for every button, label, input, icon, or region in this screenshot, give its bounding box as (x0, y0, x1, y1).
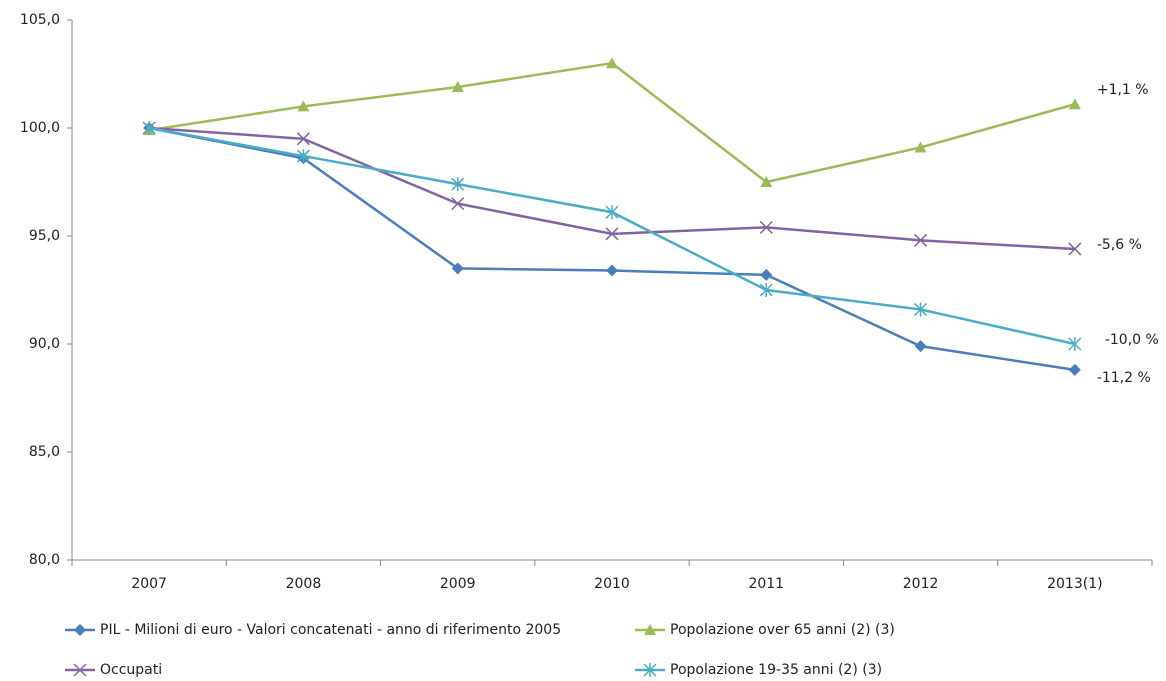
data-point (914, 233, 928, 247)
data-point (914, 141, 927, 153)
legend-marker (643, 663, 657, 677)
legend-marker (73, 663, 87, 677)
x-tick-label: 2011 (748, 576, 784, 592)
series-line (149, 126, 1075, 251)
data-point (606, 57, 618, 69)
data-point (142, 121, 156, 135)
legend-label: PIL - Milioni di euro - Valori concatena… (100, 622, 561, 638)
data-point (914, 302, 928, 317)
data-point (760, 176, 773, 187)
data-point (914, 340, 927, 353)
x-tick-label: 2008 (286, 576, 322, 592)
legend-label: Popolazione 19-35 anni (2) (3) (670, 662, 882, 678)
data-point (297, 100, 310, 112)
data-point (1068, 363, 1081, 376)
y-tick-label: 105,0 (20, 12, 60, 28)
data-point (759, 220, 773, 234)
legend-marker (74, 624, 86, 636)
y-tick-label: 100,0 (20, 120, 60, 136)
x-tick-label: 2009 (440, 576, 476, 592)
y-tick-label: 85,0 (29, 444, 60, 460)
legend-label: Occupati (100, 662, 162, 678)
end-label: +1,1 % (1097, 82, 1149, 98)
data-point (1068, 337, 1082, 351)
legend-marker (644, 624, 656, 635)
series-line (148, 126, 1076, 372)
x-tick-label: 2012 (903, 576, 939, 592)
x-tick-label: 2013(1) (1047, 576, 1102, 592)
data-point (451, 177, 465, 192)
end-label: -11,2 % (1097, 370, 1151, 386)
data-point (451, 262, 464, 275)
x-tick-label: 2010 (594, 576, 630, 592)
data-point (451, 80, 464, 92)
y-tick-label: 95,0 (29, 228, 60, 244)
data-point (606, 264, 618, 277)
y-tick-label: 80,0 (29, 552, 60, 568)
data-point (760, 268, 773, 281)
data-point (451, 197, 465, 211)
y-tick-label: 90,0 (29, 336, 60, 352)
x-tick-label: 2007 (131, 576, 167, 592)
end-label: -5,6 % (1097, 237, 1142, 253)
series-line (148, 126, 1076, 346)
data-point (605, 205, 619, 220)
data-point (1068, 98, 1081, 110)
data-point (605, 227, 619, 241)
end-label: -10,0 % (1105, 332, 1159, 348)
data-point (296, 132, 310, 146)
series-line (148, 61, 1076, 184)
legend-label: Popolazione over 65 anni (2) (3) (670, 622, 895, 638)
data-point (1068, 242, 1082, 256)
data-point (296, 149, 310, 164)
data-point (759, 283, 773, 297)
